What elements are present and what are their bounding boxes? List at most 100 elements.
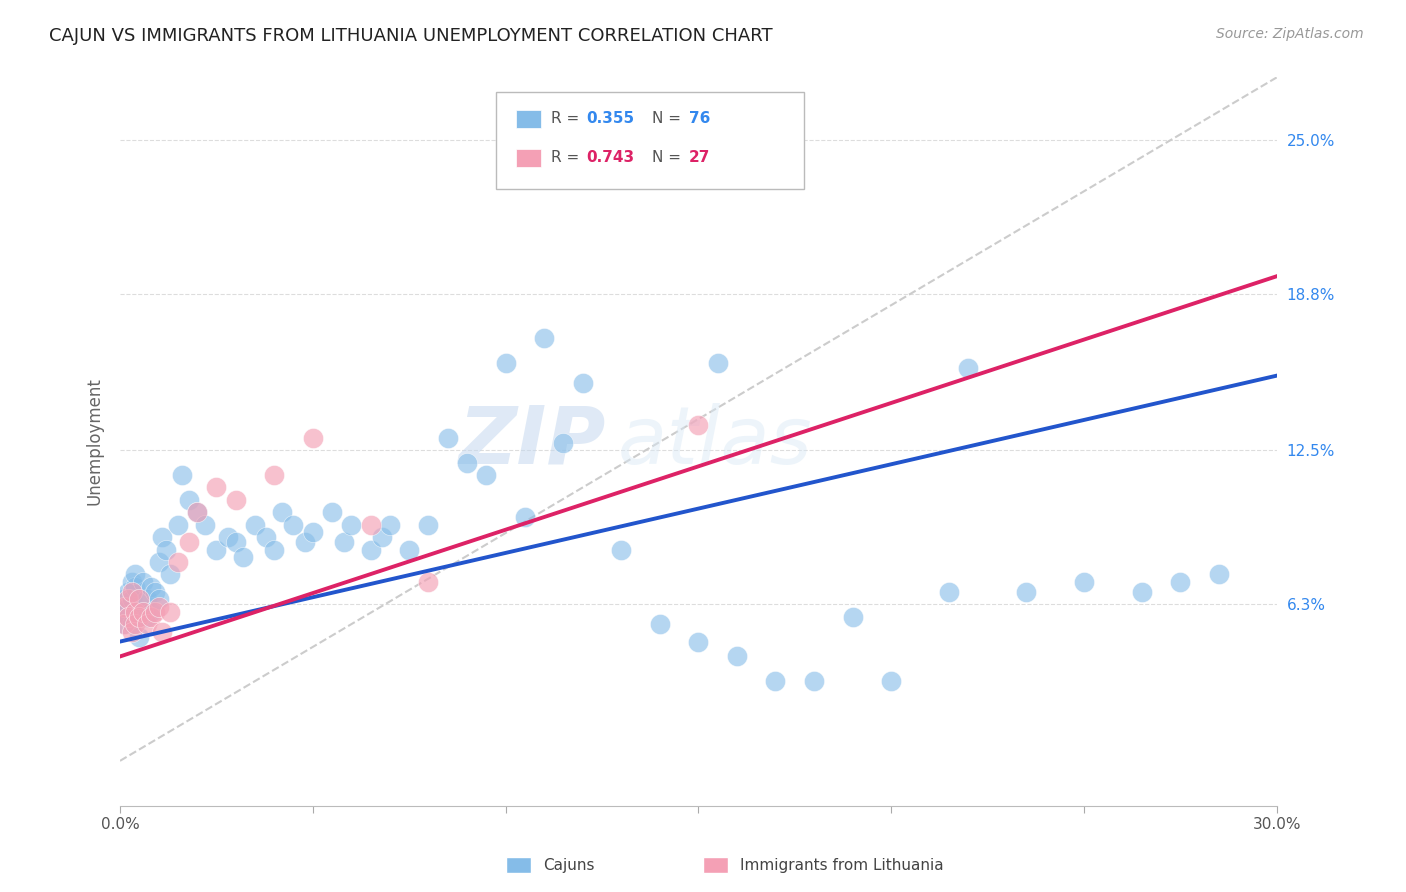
Point [170, 468, 193, 483]
Point [121, 617, 143, 632]
Point [128, 609, 150, 624]
Point [166, 517, 188, 532]
Text: R =: R = [551, 112, 585, 126]
Point [159, 605, 181, 619]
Text: ZIP: ZIP [458, 402, 606, 481]
Point [128, 609, 150, 624]
Point [571, 376, 593, 391]
Point [139, 609, 162, 624]
Point [124, 580, 146, 594]
Point [371, 530, 394, 544]
Point [688, 418, 710, 433]
Point [205, 481, 228, 495]
Text: R =: R = [551, 151, 585, 165]
Point [166, 555, 188, 569]
Point [143, 605, 166, 619]
Point [1015, 585, 1038, 599]
Point [143, 585, 166, 599]
Point [294, 535, 316, 549]
Point [117, 609, 139, 624]
Point [1073, 574, 1095, 589]
Point [132, 605, 155, 619]
Point [880, 674, 903, 689]
Point [256, 530, 278, 544]
Point [271, 505, 294, 519]
Point [232, 550, 254, 565]
Text: 27: 27 [689, 151, 710, 165]
Point [136, 617, 159, 632]
Point [475, 468, 498, 483]
Point [136, 592, 159, 607]
Point [456, 456, 478, 470]
Point [112, 605, 135, 619]
Point [1168, 574, 1191, 589]
Point [360, 517, 382, 532]
Text: Source: ZipAtlas.com: Source: ZipAtlas.com [1216, 27, 1364, 41]
Y-axis label: Unemployment: Unemployment [86, 377, 103, 506]
Point [128, 592, 150, 607]
Point [121, 585, 143, 599]
Point [225, 492, 247, 507]
Point [117, 592, 139, 607]
Point [321, 505, 343, 519]
Point [688, 634, 710, 648]
Point [150, 624, 173, 639]
Point [124, 605, 146, 619]
Point [418, 517, 440, 532]
Point [148, 555, 170, 569]
Point [148, 592, 170, 607]
Point [112, 599, 135, 614]
Point [938, 585, 960, 599]
Text: 76: 76 [689, 112, 710, 126]
Point [436, 431, 458, 445]
Point [957, 361, 980, 376]
Point [533, 331, 555, 345]
Point [340, 517, 363, 532]
Point [610, 542, 633, 557]
Text: CAJUN VS IMMIGRANTS FROM LITHUANIA UNEMPLOYMENT CORRELATION CHART: CAJUN VS IMMIGRANTS FROM LITHUANIA UNEMP… [49, 27, 773, 45]
Point [668, 145, 690, 159]
Point [139, 605, 162, 619]
Point [117, 609, 139, 624]
Point [194, 517, 217, 532]
Point [263, 468, 285, 483]
Point [155, 542, 177, 557]
Point [179, 492, 201, 507]
Point [243, 517, 266, 532]
Point [360, 542, 382, 557]
Point [159, 567, 181, 582]
Point [117, 585, 139, 599]
Point [803, 674, 825, 689]
Point [186, 505, 208, 519]
Point [205, 542, 228, 557]
Point [132, 605, 155, 619]
Point [150, 530, 173, 544]
Text: N =: N = [652, 112, 686, 126]
Point [1208, 567, 1230, 582]
Text: Immigrants from Lithuania: Immigrants from Lithuania [740, 858, 943, 872]
Point [124, 605, 146, 619]
Point [139, 580, 162, 594]
Point [117, 599, 139, 614]
Point [725, 649, 748, 664]
Point [148, 599, 170, 614]
Point [378, 517, 401, 532]
Point [128, 630, 150, 644]
Point [418, 574, 440, 589]
Point [128, 592, 150, 607]
Point [398, 542, 420, 557]
Point [124, 567, 146, 582]
Point [706, 356, 728, 370]
Text: 0.743: 0.743 [586, 151, 634, 165]
Point [648, 617, 671, 632]
Point [121, 592, 143, 607]
Point [217, 530, 239, 544]
Point [263, 542, 285, 557]
Point [112, 617, 135, 632]
Point [841, 609, 863, 624]
Point [132, 574, 155, 589]
Text: N =: N = [652, 151, 686, 165]
Point [283, 517, 305, 532]
Text: atlas: atlas [617, 402, 813, 481]
Point [225, 535, 247, 549]
